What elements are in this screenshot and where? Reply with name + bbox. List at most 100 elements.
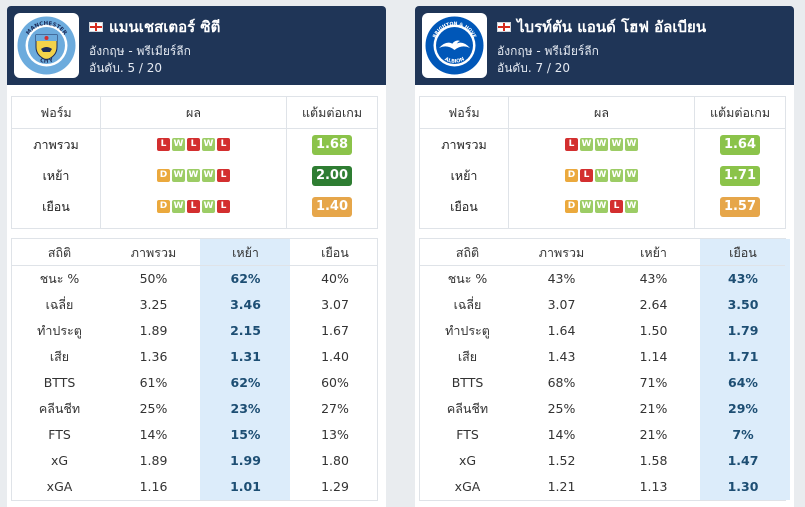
result-badge: W (202, 138, 215, 151)
result-badge: L (187, 200, 200, 213)
ppg-badge: 1.68 (312, 134, 352, 155)
away-header-label[interactable]: เยือน (321, 245, 349, 260)
team-header: BRIGHTON & HOVE ALBION ไบรท์ตัน แอนด์ โฮ… (415, 6, 794, 85)
stat-value-overall: 1.89 (139, 453, 168, 468)
stat-value-away: 43% (728, 271, 758, 286)
stat-value-home: 21% (639, 401, 668, 416)
ppg-cell: 1.68 (287, 129, 377, 160)
stat-value-overall: 68% (547, 375, 576, 390)
form-row: ภาพรวม L W L W L 1.68 (12, 129, 377, 160)
home-header-label[interactable]: เหย้า (232, 245, 259, 260)
result-badge: W (595, 138, 608, 151)
england-flag-icon (89, 22, 103, 32)
stats-header-label: สถิติ (47, 245, 72, 260)
stat-label: xGA (454, 479, 481, 494)
result-badge: L (610, 200, 623, 213)
stat-row: คลีนชีท 25% 23% 27% (12, 396, 377, 422)
selected-column-highlight (700, 239, 790, 500)
result-badge: W (580, 138, 593, 151)
column-divider (508, 97, 509, 228)
result-badge: D (157, 200, 170, 213)
form-row-label: เยือน (42, 199, 70, 214)
result-badge: L (217, 200, 230, 213)
column-divider (286, 97, 287, 228)
home-header-label[interactable]: เหย้า (640, 245, 667, 260)
stats-header-label: สถิติ (455, 245, 480, 260)
stat-label: เฉลี่ย (453, 297, 482, 312)
selected-column-highlight (200, 239, 290, 500)
stats-table: สถิติ ภาพรวม เหย้า เยือน ชนะ % 43% 43% 43% เ… (419, 238, 790, 501)
form-row: ภาพรวม L W W W W 1.64 (420, 129, 785, 160)
result-badge: W (202, 169, 215, 182)
stat-label: เสีย (457, 349, 478, 364)
team-name[interactable]: ไบรท์ตัน แอนด์ โฮฟ อัลเบียน (517, 18, 707, 36)
stat-value-home: 3.46 (230, 297, 261, 312)
stat-value-away: 1.71 (727, 349, 759, 364)
stat-value-away: 29% (728, 401, 758, 416)
stat-value-home: 23% (230, 401, 261, 416)
stat-row: xGA 1.16 1.01 1.29 (12, 474, 377, 500)
stat-value-overall: 1.64 (547, 323, 576, 338)
form-row: เยือน D W W L W 1.57 (420, 191, 785, 222)
stat-value-overall: 25% (547, 401, 576, 416)
stat-label: BTTS (451, 375, 484, 390)
stat-value-overall: 61% (139, 375, 168, 390)
away-header-label[interactable]: เยือน (729, 245, 757, 260)
result-badge: W (595, 200, 608, 213)
result-badge: W (595, 169, 608, 182)
stat-label: เสีย (49, 349, 70, 364)
form-row-label: ภาพรวม (441, 137, 487, 152)
stat-value-home: 2.64 (639, 297, 668, 312)
stat-row: เสีย 1.36 1.31 1.40 (12, 344, 377, 370)
stat-value-home: 1.01 (230, 479, 261, 494)
ppg-badge: 1.71 (720, 165, 760, 186)
stat-value-home: 1.50 (639, 323, 668, 338)
stat-label: xG (50, 453, 69, 468)
stat-value-away: 1.30 (727, 479, 759, 494)
stat-value-overall: 3.07 (547, 297, 576, 312)
stat-value-home: 21% (639, 427, 668, 442)
form-row: เหย้า D L W W W 1.71 (420, 160, 785, 191)
stat-row: ชนะ % 43% 43% 43% (420, 266, 785, 292)
brighton-seagull-crest-icon: BRIGHTON & HOVE ALBION (422, 13, 487, 78)
ppg-cell: 1.71 (695, 160, 785, 191)
stat-row: ทำประตู 1.64 1.50 1.79 (420, 318, 785, 344)
stat-value-home: 62% (230, 375, 261, 390)
stat-value-away: 1.47 (727, 453, 759, 468)
ppg-cell: 2.00 (287, 160, 377, 191)
stat-label: ทำประตู (445, 323, 490, 338)
stat-label: FTS (48, 427, 71, 442)
stat-value-overall: 1.89 (139, 323, 168, 338)
svg-text:ALBION: ALBION (444, 56, 466, 65)
overall-header-label: ภาพรวม (538, 245, 585, 260)
stats-table-header: สถิติ ภาพรวม เหย้า เยือน (12, 239, 377, 266)
stat-row: เฉลี่ย 3.07 2.64 3.50 (420, 292, 785, 318)
team-name[interactable]: แมนเชสเตอร์ ซิตี (109, 18, 221, 36)
stat-value-home: 1.99 (230, 453, 261, 468)
result-badge: W (187, 169, 200, 182)
stat-value-away: 3.07 (321, 297, 349, 312)
stat-label: เฉลี่ย (45, 297, 74, 312)
stat-value-away: 3.50 (727, 297, 759, 312)
result-badge: W (202, 200, 215, 213)
ppg-header-label: แต้มต่อเกม (709, 105, 771, 120)
column-divider (100, 97, 101, 228)
stat-value-away: 27% (321, 401, 349, 416)
result-badge: L (217, 169, 230, 182)
stat-label: คลีนชีท (38, 401, 81, 416)
stat-label: xG (458, 453, 477, 468)
stat-value-home: 2.15 (230, 323, 261, 338)
form-table-header: ฟอร์ม ผล แต้มต่อเกม (12, 97, 377, 129)
stat-value-overall: 3.25 (139, 297, 168, 312)
stat-value-home: 62% (230, 271, 261, 286)
ppg-header-label: แต้มต่อเกม (301, 105, 363, 120)
stat-value-away: 1.79 (727, 323, 759, 338)
stat-value-overall: 1.21 (547, 479, 576, 494)
stat-value-home: 43% (639, 271, 668, 286)
stat-value-home: 1.13 (639, 479, 668, 494)
ppg-badge: 2.00 (312, 165, 352, 186)
form-table: ฟอร์ม ผล แต้มต่อเกม ภาพรวม L W W W W 1.64 เหย้า… (419, 96, 786, 229)
stat-value-overall: 50% (139, 271, 168, 286)
